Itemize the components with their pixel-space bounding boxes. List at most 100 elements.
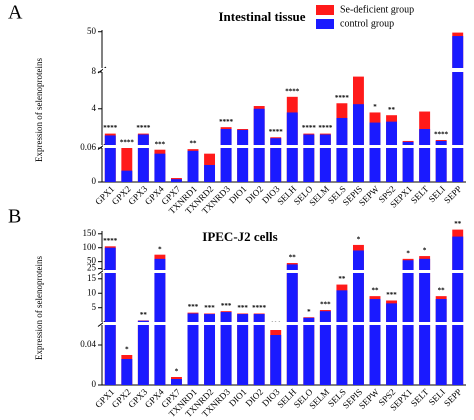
legend-swatch <box>316 19 334 29</box>
bar <box>402 141 414 182</box>
bar <box>170 179 182 182</box>
y-tick-label: 8 <box>92 66 97 76</box>
y-tick-label: 50 <box>87 256 97 266</box>
x-tick-label: DIO1 <box>227 387 249 409</box>
break-gap <box>103 270 467 273</box>
bar <box>204 314 216 385</box>
bar <box>419 258 431 385</box>
bar <box>435 140 447 182</box>
bar <box>303 134 315 182</box>
x-tick-label: SELT <box>409 183 431 205</box>
significance: ** <box>372 287 380 295</box>
break-gap <box>103 68 467 72</box>
bar <box>220 312 232 385</box>
significance: ** <box>289 254 297 262</box>
legend-swatch <box>316 5 334 15</box>
axis-break <box>97 320 107 327</box>
bar <box>303 317 315 385</box>
significance: * <box>406 249 410 257</box>
bar <box>386 303 398 385</box>
legend-label: Se-deficient group <box>340 4 414 15</box>
significance: *** <box>204 304 215 312</box>
bar <box>154 153 166 182</box>
significance: * <box>373 103 377 111</box>
y-tick-label: 4 <box>92 103 97 113</box>
bar <box>237 314 249 385</box>
y-tick-label: 0 <box>92 176 97 186</box>
significance: ** <box>190 140 198 148</box>
bar <box>319 311 331 385</box>
significance: **** <box>318 124 333 132</box>
bar <box>121 170 133 182</box>
x-tick-label: DIO2 <box>243 387 265 409</box>
significance: *** <box>386 291 397 299</box>
x-tick-label: DIO1 <box>227 184 249 206</box>
axis-break <box>97 268 107 275</box>
bar <box>121 359 133 385</box>
x-tick-label: DIO2 <box>243 184 265 206</box>
chart-title: IPEC-J2 cells <box>202 229 277 244</box>
bar <box>104 247 116 385</box>
bar <box>237 129 249 182</box>
significance: **** <box>335 94 350 102</box>
significance: * <box>158 245 162 253</box>
bar <box>352 104 364 182</box>
significance: **** <box>136 124 151 132</box>
bar <box>336 117 348 182</box>
significance: ** <box>338 275 346 283</box>
bar <box>104 135 116 182</box>
bar <box>253 314 265 385</box>
significance: **** <box>103 124 118 132</box>
significance: ** <box>438 287 446 295</box>
bar <box>170 379 182 385</box>
bar <box>137 134 149 182</box>
x-tick-label: SELT <box>409 386 431 408</box>
significance: *** <box>155 140 166 148</box>
y-tick-label: 100 <box>83 242 97 252</box>
legend-label: control group <box>340 18 394 29</box>
x-tick-label: SEPP <box>442 387 464 409</box>
y-tick-label: 150 <box>83 228 97 238</box>
y-tick-label: 0 <box>92 379 97 389</box>
y-tick-label: 25 <box>87 263 97 273</box>
significance: **** <box>252 304 267 312</box>
x-tick-label: SEPP <box>442 184 464 206</box>
bar <box>452 36 464 182</box>
y-tick-label: 10 <box>87 287 97 297</box>
bar <box>121 148 133 182</box>
bar <box>270 138 282 182</box>
chart-title: Intestinal tissue <box>218 9 305 24</box>
bar <box>369 299 381 385</box>
bar <box>319 134 331 182</box>
bar <box>154 258 166 385</box>
bar <box>386 121 398 182</box>
y-axis-label: Expression of selenoproteins <box>34 58 44 162</box>
bar <box>137 320 149 385</box>
significance: * <box>307 308 311 316</box>
significance: ** <box>388 106 396 114</box>
bar <box>369 122 381 182</box>
panel-letter: A <box>8 2 23 24</box>
bar <box>220 129 232 182</box>
y-tick-label: 0.06 <box>80 142 96 152</box>
bar <box>187 150 199 182</box>
y-tick-label: 0.04 <box>80 339 96 349</box>
y-tick-label: 5 <box>92 302 97 312</box>
bar <box>204 165 216 182</box>
significance: * <box>357 236 361 244</box>
bar <box>336 290 348 385</box>
significance: * <box>175 368 179 376</box>
significance: **** <box>302 124 317 132</box>
break-gap <box>103 322 467 325</box>
significance: **** <box>285 87 300 95</box>
significance: *** <box>188 303 199 311</box>
y-tick-label: 50 <box>87 26 97 36</box>
bar <box>452 236 464 385</box>
break-gap <box>103 145 467 148</box>
panel-letter: B <box>8 206 21 228</box>
significance: * <box>423 247 427 255</box>
significance: **** <box>120 139 135 147</box>
bar <box>270 335 282 385</box>
axis-break <box>97 143 107 150</box>
significance: *** <box>221 302 232 310</box>
